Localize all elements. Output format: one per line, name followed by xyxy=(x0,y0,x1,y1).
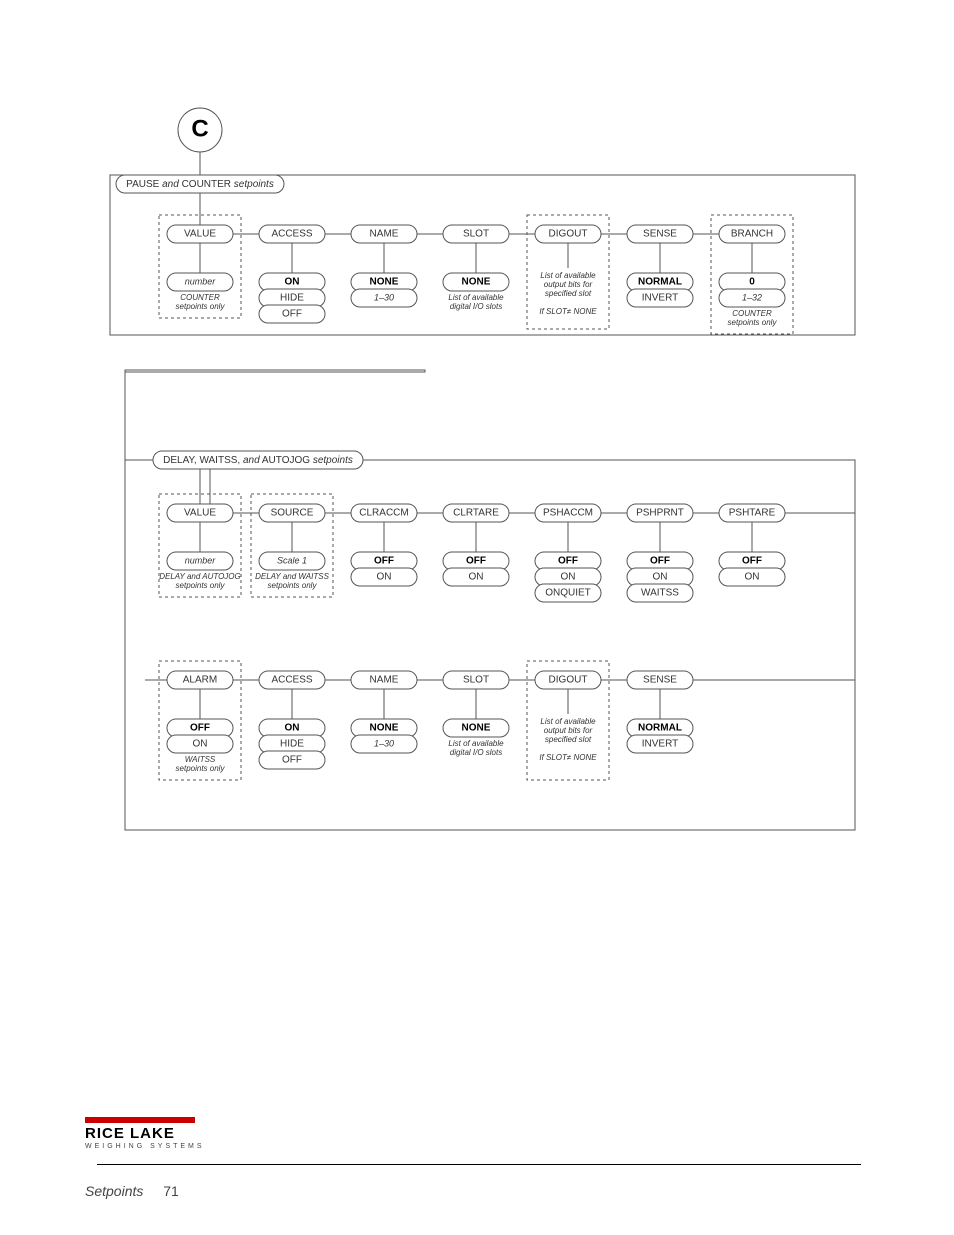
svg-text:List of available: List of available xyxy=(540,271,596,280)
svg-text:INVERT: INVERT xyxy=(642,293,679,304)
svg-text:CLRACCM: CLRACCM xyxy=(359,508,408,519)
svg-text:1–30: 1–30 xyxy=(374,738,394,748)
svg-text:PSHTARE: PSHTARE xyxy=(729,508,776,519)
svg-text:specified slot: specified slot xyxy=(545,735,592,744)
svg-text:output bits for: output bits for xyxy=(544,280,593,289)
brand-logo: RICE LAKE WEIGHING SYSTEMS xyxy=(85,1117,869,1150)
svg-text:setpoints only: setpoints only xyxy=(268,581,318,590)
page-footer: RICE LAKE WEIGHING SYSTEMS Setpoints 71 xyxy=(85,1117,869,1199)
svg-text:C: C xyxy=(191,115,208,142)
svg-text:setpoints only: setpoints only xyxy=(176,581,226,590)
svg-text:List of available: List of available xyxy=(448,293,504,302)
brand-name: RICE LAKE xyxy=(85,1125,869,1142)
svg-text:CLRTARE: CLRTARE xyxy=(453,508,499,519)
svg-text:PSHPRNT: PSHPRNT xyxy=(636,508,684,519)
svg-text:OFF: OFF xyxy=(650,556,670,567)
page-number: 71 xyxy=(163,1183,179,1199)
svg-text:ACCESS: ACCESS xyxy=(271,675,312,686)
svg-text:DIGOUT: DIGOUT xyxy=(549,229,588,240)
svg-text:NORMAL: NORMAL xyxy=(638,723,682,734)
svg-text:VALUE: VALUE xyxy=(184,229,216,240)
svg-text:OFF: OFF xyxy=(190,723,210,734)
svg-text:1–30: 1–30 xyxy=(374,292,394,302)
footer-right: Setpoints 71 xyxy=(85,1183,869,1199)
svg-text:setpoints only: setpoints only xyxy=(728,318,778,327)
svg-text:PAUSE and COUNTER setpoints: PAUSE and COUNTER setpoints xyxy=(126,179,274,190)
svg-text:SENSE: SENSE xyxy=(643,675,677,686)
svg-text:DELAY and AUTOJOG: DELAY and AUTOJOG xyxy=(159,572,241,581)
diagram-canvas: C PAUSE and COUNTER setpoints VALUE number C… xyxy=(0,0,954,1235)
svg-text:NAME: NAME xyxy=(370,675,399,686)
svg-text:NONE: NONE xyxy=(370,277,399,288)
svg-text:DELAY and WAITSS: DELAY and WAITSS xyxy=(255,572,329,581)
svg-text:COUNTER: COUNTER xyxy=(732,309,772,318)
svg-text:ON: ON xyxy=(745,572,760,583)
svg-text:NONE: NONE xyxy=(370,723,399,734)
svg-text:List of available: List of available xyxy=(540,717,596,726)
svg-text:digital I/O slots: digital I/O slots xyxy=(450,302,502,311)
svg-text:specified slot: specified slot xyxy=(545,289,592,298)
svg-text:WAITSS: WAITSS xyxy=(641,588,679,599)
svg-text:BRANCH: BRANCH xyxy=(731,229,773,240)
svg-text:ON: ON xyxy=(561,572,576,583)
svg-text:OFF: OFF xyxy=(466,556,486,567)
svg-text:OFF: OFF xyxy=(558,556,578,567)
svg-text:WAITSS: WAITSS xyxy=(185,755,216,764)
svg-text:output bits for: output bits for xyxy=(544,726,593,735)
svg-text:ON: ON xyxy=(285,277,300,288)
svg-text:ON: ON xyxy=(377,572,392,583)
svg-text:setpoints only: setpoints only xyxy=(176,302,226,311)
svg-text:NONE: NONE xyxy=(462,277,491,288)
brand-subtitle: WEIGHING SYSTEMS xyxy=(85,1143,869,1150)
svg-text:ON: ON xyxy=(469,572,484,583)
svg-text:NORMAL: NORMAL xyxy=(638,277,682,288)
svg-text:SOURCE: SOURCE xyxy=(271,508,314,519)
svg-text:NAME: NAME xyxy=(370,229,399,240)
svg-text:ALARM: ALARM xyxy=(183,675,217,686)
svg-text:SLOT: SLOT xyxy=(463,675,489,686)
svg-text:digital I/O slots: digital I/O slots xyxy=(450,748,502,757)
svg-text:OFF: OFF xyxy=(374,556,394,567)
svg-text:ON: ON xyxy=(285,723,300,734)
svg-text:DELAY, WAITSS, and AUTOJOG set: DELAY, WAITSS, and AUTOJOG setpoints xyxy=(163,455,353,466)
svg-text:INVERT: INVERT xyxy=(642,739,679,750)
svg-text:SLOT: SLOT xyxy=(463,229,489,240)
svg-text:SENSE: SENSE xyxy=(643,229,677,240)
svg-text:ONQUIET: ONQUIET xyxy=(545,588,591,599)
svg-text:If SLOT≠ NONE: If SLOT≠ NONE xyxy=(539,307,597,316)
svg-text:NONE: NONE xyxy=(462,723,491,734)
svg-text:ON: ON xyxy=(193,739,208,750)
svg-text:setpoints only: setpoints only xyxy=(176,764,226,773)
svg-text:HIDE: HIDE xyxy=(280,293,304,304)
svg-text:OFF: OFF xyxy=(742,556,762,567)
svg-text:OFF: OFF xyxy=(282,309,302,320)
svg-text:List of available: List of available xyxy=(448,739,504,748)
svg-text:HIDE: HIDE xyxy=(280,739,304,750)
svg-text:number: number xyxy=(185,276,217,286)
svg-text:DIGOUT: DIGOUT xyxy=(549,675,588,686)
svg-text:number: number xyxy=(185,555,217,565)
footer-section: Setpoints xyxy=(85,1183,143,1199)
svg-text:OFF: OFF xyxy=(282,755,302,766)
svg-text:Scale 1: Scale 1 xyxy=(277,555,307,565)
svg-text:ON: ON xyxy=(653,572,668,583)
svg-text:VALUE: VALUE xyxy=(184,508,216,519)
svg-text:If SLOT≠ NONE: If SLOT≠ NONE xyxy=(539,753,597,762)
svg-text:PSHACCM: PSHACCM xyxy=(543,508,593,519)
svg-text:COUNTER: COUNTER xyxy=(180,293,220,302)
svg-text:1–32: 1–32 xyxy=(742,292,762,302)
svg-text:0: 0 xyxy=(749,277,755,288)
svg-text:ACCESS: ACCESS xyxy=(271,229,312,240)
